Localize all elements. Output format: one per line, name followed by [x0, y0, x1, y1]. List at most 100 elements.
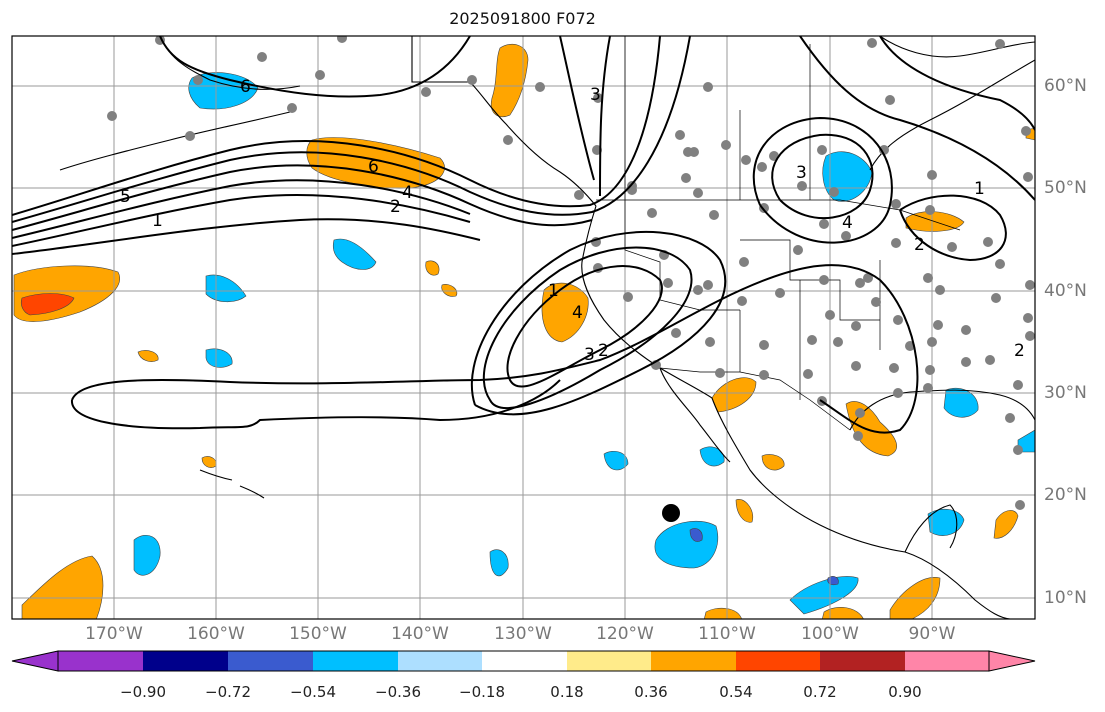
- coastlines: [59, 36, 1035, 619]
- station-dot: [851, 361, 861, 371]
- station-dot: [925, 205, 935, 215]
- station-dot: [851, 321, 861, 331]
- negative-anomaly-tropical-3: [603, 451, 629, 471]
- station-dot: [315, 70, 325, 80]
- station-dot: [995, 259, 1005, 269]
- colorbar-segment: [58, 651, 143, 671]
- contour-label: 1: [152, 211, 163, 231]
- station-dot: [995, 39, 1005, 49]
- station-dot: [983, 237, 993, 247]
- colorbar-tick-label: −0.72: [205, 683, 251, 701]
- station-dot: [663, 278, 673, 288]
- station-dot: [889, 363, 899, 373]
- station-dot: [1025, 331, 1035, 341]
- lon-label: 100°W: [801, 624, 859, 644]
- station-dot: [985, 355, 995, 365]
- colorbar-segment: [651, 651, 736, 671]
- station-dot: [535, 82, 545, 92]
- station-dot: [871, 297, 881, 307]
- colorbar: [11, 650, 1036, 672]
- contour-label: 5: [120, 187, 131, 207]
- station-dots: [107, 36, 1035, 510]
- colorbar-tick-label: 0.36: [634, 683, 668, 701]
- positive-anomaly-pacific-south: [703, 607, 742, 619]
- station-dot: [797, 181, 807, 191]
- negative-anomaly-tropical-2: [133, 535, 161, 576]
- colorbar-segment: [143, 651, 228, 671]
- station-dot: [841, 231, 851, 241]
- station-dot: [961, 357, 971, 367]
- colorbar-segment: [228, 651, 313, 671]
- alaska-coast: [411, 36, 597, 207]
- contour-lines: [12, 36, 1035, 434]
- station-dot: [574, 190, 584, 200]
- station-dot: [739, 257, 749, 267]
- contour-label: 3: [796, 163, 807, 183]
- station-dot: [819, 219, 829, 229]
- station-dot: [741, 155, 751, 165]
- positive-anomaly-mexico-1: [711, 377, 757, 413]
- contour-label: 6: [240, 77, 251, 97]
- station-dot: [923, 383, 933, 393]
- positive-anomaly-mexico-3: [735, 499, 754, 523]
- lon-label: 170°W: [85, 624, 143, 644]
- contour-east-3: [799, 36, 1035, 201]
- contour-label: 4: [402, 183, 413, 203]
- contour-label: 3: [590, 85, 601, 105]
- station-dot: [759, 340, 769, 350]
- station-dot: [927, 170, 937, 180]
- colorbar-tick-label: 0.54: [719, 683, 753, 701]
- west-coast: [581, 205, 713, 399]
- station-dot: [257, 52, 267, 62]
- lat-label: 50°N: [1044, 178, 1087, 198]
- strong-positive-anomaly: [20, 293, 75, 316]
- station-dot: [709, 210, 719, 220]
- station-dot: [675, 130, 685, 140]
- station-dot: [855, 408, 865, 418]
- station-dot: [817, 145, 827, 155]
- station-dot: [185, 131, 195, 141]
- station-dot: [757, 162, 767, 172]
- negative-anomaly-tropical-1: [654, 520, 718, 569]
- contour-elongated: [71, 264, 919, 434]
- chart-title: 2025091800 F072: [449, 9, 596, 28]
- station-dot: [647, 208, 657, 218]
- station-dot: [933, 320, 943, 330]
- positive-anomaly-mexico-2: [761, 454, 785, 471]
- station-dot: [1013, 380, 1023, 390]
- station-dot: [715, 368, 725, 378]
- map-panel: 6 6 5 1 2 4 3 3 4 2 1 4 3 2 1 2: [11, 35, 1036, 620]
- station-dot: [855, 278, 865, 288]
- contour-5-alaska: [559, 36, 611, 197]
- contour-east-4: [879, 36, 1035, 131]
- negative-anomaly-central-america: [927, 508, 965, 536]
- contour-label: 4: [572, 303, 583, 323]
- station-dot: [1005, 413, 1015, 423]
- station-dot: [1025, 280, 1035, 290]
- strong-negative-anomaly-1: [689, 528, 703, 542]
- contour-label: 1: [974, 179, 985, 199]
- station-dot: [1023, 313, 1033, 323]
- station-dot: [287, 103, 297, 113]
- contour-cal-low-3: [470, 230, 727, 416]
- state-border-2: [740, 239, 880, 321]
- station-dot: [721, 140, 731, 150]
- colorbar-tick-label: −0.90: [120, 683, 166, 701]
- lon-label: 140°W: [391, 624, 449, 644]
- lon-label: 150°W: [289, 624, 347, 644]
- colorbar-outline: [57, 650, 990, 672]
- baja-peninsula: [659, 367, 731, 463]
- station-dot: [337, 36, 347, 43]
- negative-anomaly-south-1: [789, 576, 859, 615]
- positive-anomaly-southwest: [21, 555, 104, 619]
- station-dot: [107, 111, 117, 121]
- contour-label: 2: [598, 341, 609, 361]
- contour-label: 6: [368, 157, 379, 177]
- contour-label: 2: [390, 197, 401, 217]
- positive-anomaly-small-1: [425, 260, 440, 276]
- highlight-marker: [662, 504, 680, 522]
- colorbar-segment: [482, 651, 567, 671]
- station-dot: [703, 82, 713, 92]
- colorbar-tick-label: 0.72: [803, 683, 837, 701]
- contour-pacific-loop: [70, 379, 561, 430]
